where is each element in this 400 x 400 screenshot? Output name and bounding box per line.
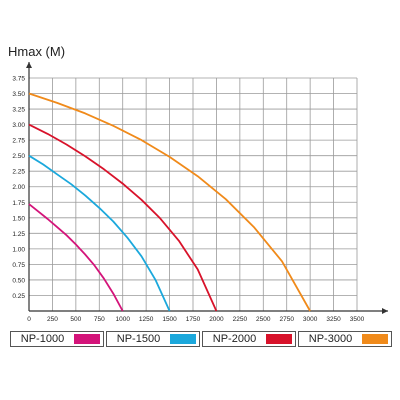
y-tick-label: 2.75 — [12, 138, 25, 145]
pump-curve-chart: 0.25 0.50 0.75 1.00 1.25 1.50 1.75 2.00 2.25 2.50… — [12, 62, 388, 323]
x-tick-label: 1000 — [115, 316, 130, 323]
x-tick-label: 2750 — [279, 316, 294, 323]
y-tick-label: 3.00 — [12, 122, 25, 129]
series-line-np-2000 — [28, 123, 218, 312]
y-tick-label: 3.75 — [12, 76, 25, 83]
legend-label: NP-2000 — [212, 333, 257, 345]
x-tick-label: 3500 — [350, 316, 365, 323]
series-line-np-1000 — [28, 203, 124, 312]
x-tick-label: 0 — [27, 316, 31, 323]
x-tick-label: 1250 — [139, 316, 154, 323]
x-axis-arrow — [382, 308, 388, 314]
y-tick-label: 1.50 — [12, 215, 25, 222]
x-tick-label: 750 — [94, 316, 105, 323]
y-axis-title: Hmax (M) — [8, 44, 66, 59]
x-tick-label: 500 — [70, 316, 81, 323]
legend: NP-1000 NP-1500 NP-2000 NP-3000 — [10, 331, 392, 347]
legend-item-np-3000: NP-3000 — [298, 331, 392, 347]
legend-label: NP-1000 — [20, 333, 65, 345]
legend-label: NP-1500 — [116, 333, 161, 345]
legend-label: NP-3000 — [308, 333, 353, 345]
y-tick-label: 0.25 — [12, 293, 25, 300]
y-tick-label: 1.75 — [12, 200, 25, 207]
x-tick-label: 1500 — [162, 316, 177, 323]
y-tick-label: 2.25 — [12, 169, 25, 176]
legend-swatch — [362, 334, 388, 344]
legend-item-np-1500: NP-1500 — [106, 331, 200, 347]
y-tick-label: 0.75 — [12, 262, 25, 269]
y-tick-label: 3.50 — [12, 91, 25, 98]
y-axis-arrow — [26, 62, 32, 68]
x-tick-label: 3250 — [326, 316, 341, 323]
x-tick-label: 3000 — [303, 316, 318, 323]
legend-item-np-1000: NP-1000 — [10, 331, 104, 347]
x-tick-label: 2500 — [256, 316, 271, 323]
x-tick-label: 2000 — [209, 316, 224, 323]
legend-swatch — [266, 334, 292, 344]
legend-item-np-2000: NP-2000 — [202, 331, 296, 347]
x-tick-label: 250 — [47, 316, 58, 323]
series-line-np-3000 — [28, 92, 311, 312]
series-line-np-1500 — [28, 154, 171, 312]
legend-swatch — [170, 334, 196, 344]
y-tick-label: 1.00 — [12, 246, 25, 253]
x-tick-label: 1750 — [186, 316, 201, 323]
y-tick-label: 2.50 — [12, 153, 25, 160]
y-tick-label: 2.00 — [12, 184, 25, 191]
legend-swatch — [74, 334, 100, 344]
y-tick-label: 0.50 — [12, 277, 25, 284]
y-tick-label: 1.25 — [12, 231, 25, 238]
y-tick-label: 3.25 — [12, 107, 25, 114]
x-tick-label: 2250 — [233, 316, 248, 323]
